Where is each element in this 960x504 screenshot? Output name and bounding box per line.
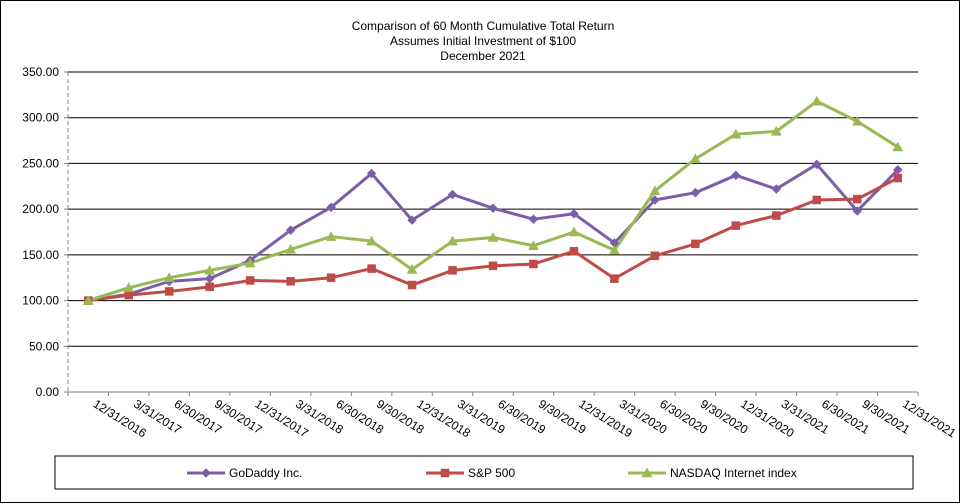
x-tick-labels: 12/31/20163/31/20176/30/20179/30/201712/…	[91, 397, 959, 441]
x-tick-label-20: 12/31/2021	[900, 397, 959, 441]
series-0-point-19	[852, 206, 863, 216]
series-1-point-7	[367, 264, 376, 273]
y-tick-label-0: 0.00	[36, 385, 60, 399]
series-1-point-2	[164, 287, 174, 296]
series-1-point-10	[488, 261, 498, 271]
series-2-point-4	[244, 257, 256, 268]
series-0-point-7	[366, 168, 377, 179]
series-2-point-19	[851, 115, 863, 126]
series-0-point-10	[488, 203, 498, 214]
series-2-point-10	[487, 231, 499, 242]
series-2-point-12	[568, 226, 580, 237]
y-tick-label-5: 250.00	[22, 156, 59, 170]
series-2-point-17	[770, 125, 782, 136]
series-2-point-1	[123, 282, 135, 293]
series-1-point-19	[853, 194, 862, 204]
y-tick-label-7: 350.00	[22, 65, 59, 79]
y-tick-labels: 0.00 50.00 100.00 150.00 200.00 250.00 300.00 3…	[22, 65, 59, 399]
y-tick-label-6: 300.00	[22, 111, 59, 125]
y-tick-label-2: 100.00	[22, 294, 59, 308]
series-2-point-8	[406, 263, 418, 274]
series-2-point-9	[447, 235, 458, 246]
series-2-point-13	[609, 244, 620, 255]
legend: GoDaddy Inc. S&P 500 NASDAQ Internet index	[187, 466, 797, 480]
chart-title-line-3: December 2021	[440, 49, 526, 63]
legend-label-1: S&P 500	[468, 466, 515, 480]
chart-title-line-1: Comparison of 60 Month Cumulative Total …	[352, 19, 615, 33]
series-1-point-3	[205, 282, 214, 292]
series-0-point-18	[811, 159, 822, 170]
y-tick-label-3: 150.00	[22, 248, 59, 262]
series-2-point-11	[528, 240, 539, 250]
series-1-point-13	[610, 274, 619, 283]
series-1-point-18	[812, 195, 822, 205]
series-2-point-3	[204, 264, 216, 275]
legend-label-0: GoDaddy Inc.	[229, 466, 302, 480]
series-0-point-14	[650, 195, 660, 205]
series-1-point-5	[286, 277, 295, 286]
series-0-point-5	[285, 225, 296, 236]
legend-label-2: NASDAQ Internet index	[670, 466, 797, 480]
series-0-point-16	[731, 170, 741, 181]
series-2-point-20	[892, 141, 904, 152]
axes	[64, 71, 919, 396]
series-1-point-20	[893, 173, 903, 183]
series-2-point-16	[730, 128, 742, 139]
series-0-point-15	[690, 187, 701, 198]
series-1-point-8	[407, 280, 417, 290]
y-tick-label-4: 200.00	[22, 202, 59, 216]
series-0-point-9	[447, 189, 458, 200]
series-layer	[82, 95, 904, 306]
series-0-point-6	[326, 202, 336, 213]
series-1-point-6	[326, 273, 336, 282]
series-0-point-12	[569, 208, 579, 219]
series-1-point-15	[691, 239, 700, 249]
gridlines	[68, 71, 918, 347]
series-1-point-11	[529, 259, 538, 269]
series-0-point-11	[528, 214, 539, 225]
series-1-point-4	[245, 276, 255, 285]
legend-marker-1	[440, 468, 450, 478]
legend-marker-2	[641, 467, 653, 478]
series-0-point-17	[771, 184, 782, 194]
y-tick-label-1: 50.00	[29, 339, 59, 353]
series-2-point-5	[285, 243, 297, 254]
series-2-point-15	[689, 153, 701, 164]
chart-title-line-2: Assumes Initial Investment of $100	[390, 34, 576, 48]
series-2-point-18	[811, 95, 823, 106]
series-2-point-14	[649, 185, 661, 196]
series-2-point-2	[163, 272, 175, 282]
series-1-point-16	[731, 221, 741, 230]
series-1-point-1	[124, 290, 133, 300]
series-2-point-0	[82, 295, 94, 305]
series-1-point-17	[772, 211, 781, 220]
series-1-point-12	[569, 246, 579, 256]
series-0-point-8	[407, 215, 417, 225]
series-2-point-6	[325, 231, 337, 241]
series-1-point-9	[448, 266, 457, 275]
series-0-point-3	[204, 273, 215, 284]
series-1-point-14	[650, 251, 660, 261]
series-2-point-7	[366, 235, 377, 246]
legend-marker-0	[201, 468, 211, 478]
